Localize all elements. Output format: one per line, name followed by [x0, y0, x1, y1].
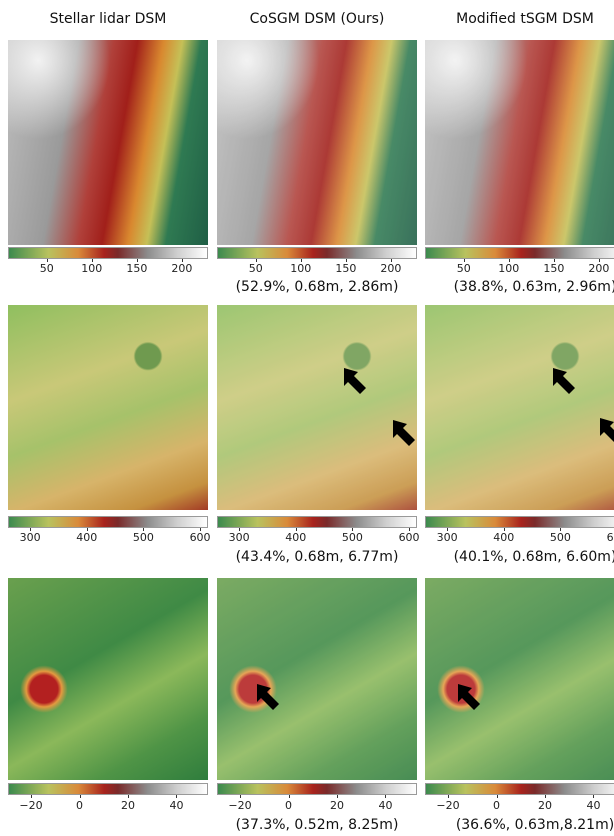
arrow — [257, 684, 279, 710]
arrow — [344, 368, 366, 394]
arrow — [458, 684, 480, 710]
arrow-layer — [0, 0, 614, 836]
arrow — [393, 420, 415, 446]
arrow — [600, 418, 614, 444]
figure: Stellar lidar DSMCoSGM DSM (Ours)Modifie… — [0, 0, 614, 836]
arrow — [553, 368, 575, 394]
